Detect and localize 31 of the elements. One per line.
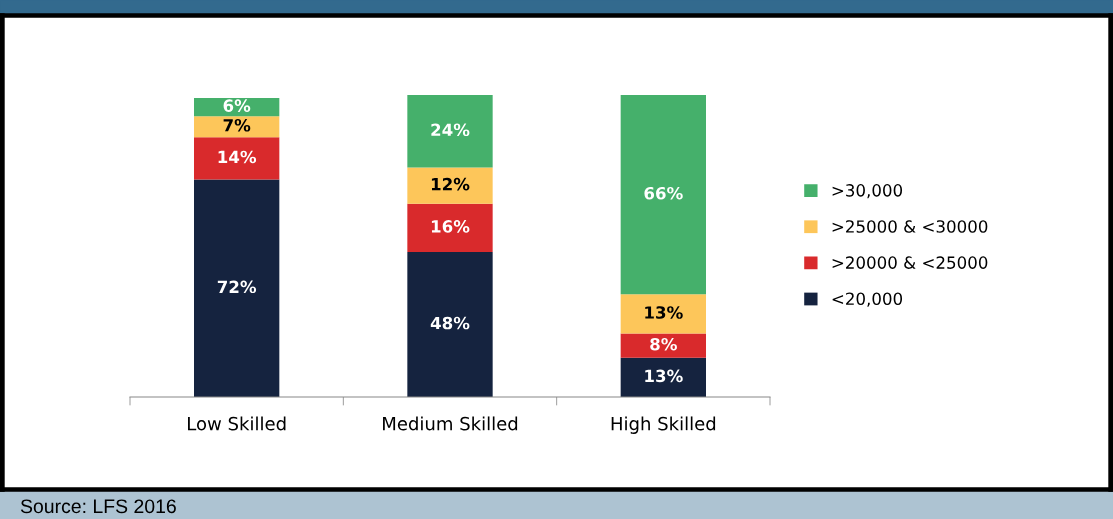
x-tick-label: Low Skilled xyxy=(188,416,286,431)
bar xyxy=(407,252,493,397)
data-label: 6% xyxy=(223,99,251,112)
bar xyxy=(620,95,706,295)
data-label: 24% xyxy=(431,123,470,137)
data-label: 8% xyxy=(650,337,677,351)
legend-label: >25000 & <30000 xyxy=(832,220,988,233)
bar xyxy=(620,294,706,334)
data-label: 48% xyxy=(430,316,470,330)
data-label: 72% xyxy=(217,280,257,294)
source-note: Source: LFS 2016 xyxy=(20,499,176,514)
bar xyxy=(407,203,493,253)
data-label: 13% xyxy=(645,306,683,319)
bar xyxy=(407,95,493,168)
legend-label: >30,000 xyxy=(832,184,903,199)
bar xyxy=(194,116,280,138)
bar xyxy=(194,137,280,180)
x-tick-label: Medium Skilled xyxy=(383,416,518,431)
data-label: 13% xyxy=(645,369,683,383)
data-label: 16% xyxy=(431,220,470,233)
data-label: 12% xyxy=(431,177,470,191)
bar xyxy=(194,179,280,397)
x-tick-label: High Skilled xyxy=(611,416,716,434)
legend-label: <20,000 xyxy=(832,292,903,307)
legend-label: >20000 & <25000 xyxy=(832,256,988,269)
bar xyxy=(620,333,706,358)
bar xyxy=(620,357,706,397)
data-label: 66% xyxy=(644,186,683,200)
data-label: 14% xyxy=(218,150,257,164)
data-label: 7% xyxy=(223,118,251,132)
bar xyxy=(407,167,493,204)
